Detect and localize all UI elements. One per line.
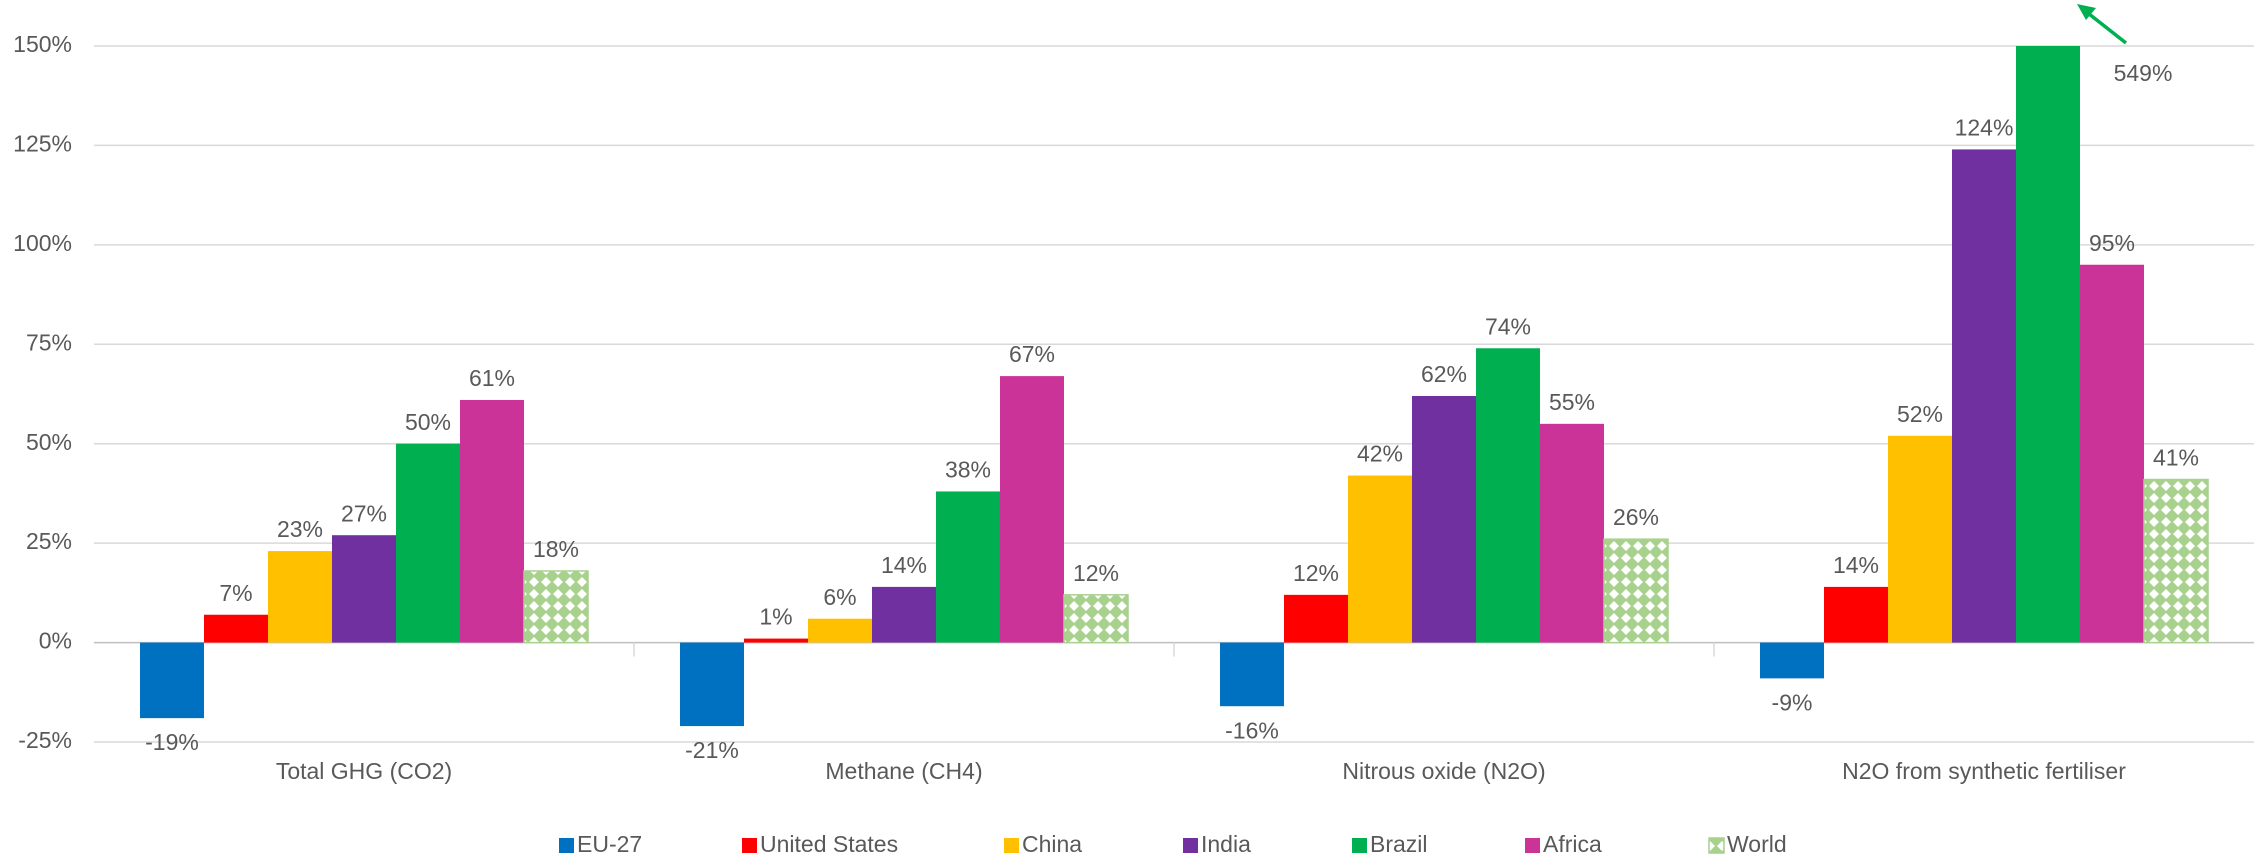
bar <box>1220 642 1284 707</box>
legend-swatch <box>559 838 574 853</box>
y-tick-label: -25% <box>18 727 72 753</box>
bar <box>680 642 744 727</box>
value-label: 1% <box>759 604 792 630</box>
value-label: -16% <box>1225 717 1279 743</box>
bar <box>396 443 460 643</box>
legend-swatch <box>1352 838 1367 853</box>
y-tick-label: 125% <box>13 131 72 157</box>
value-label: 61% <box>469 365 515 391</box>
bar <box>1348 475 1412 643</box>
x-tick-label: N2O from synthetic fertiliser <box>1842 758 2126 784</box>
value-label: 23% <box>277 516 323 542</box>
value-label: 55% <box>1549 389 1595 415</box>
x-tick-label: Nitrous oxide (N2O) <box>1342 758 1545 784</box>
legend-label: United States <box>760 831 898 857</box>
bar <box>808 618 872 643</box>
bar <box>872 586 936 643</box>
bar <box>1888 435 1952 643</box>
bar <box>1000 376 1064 643</box>
value-label: 38% <box>945 457 991 483</box>
bar <box>1063 594 1129 644</box>
bar <box>1760 642 1824 679</box>
legend-swatch <box>742 838 757 853</box>
value-label: -21% <box>685 737 739 763</box>
value-label: 27% <box>341 500 387 526</box>
bar <box>936 491 1000 643</box>
y-tick-label: 150% <box>13 31 72 57</box>
value-label: 74% <box>1485 313 1531 339</box>
value-label: 18% <box>533 536 579 562</box>
value-label: 6% <box>823 584 856 610</box>
bar <box>1952 149 2016 643</box>
legend-swatch <box>1183 838 1198 853</box>
value-label: 12% <box>1293 560 1339 586</box>
bar <box>523 570 589 644</box>
x-tick-label: Total GHG (CO2) <box>276 758 452 784</box>
bar <box>1284 594 1348 643</box>
bar <box>2080 264 2144 643</box>
value-label: 124% <box>1955 114 2014 140</box>
value-label: 95% <box>2089 230 2135 256</box>
value-label: 52% <box>1897 401 1943 427</box>
value-label: 14% <box>881 552 927 578</box>
value-label: -9% <box>1772 689 1813 715</box>
value-label: 12% <box>1073 560 1119 586</box>
bar <box>268 551 332 643</box>
y-tick-label: 0% <box>39 628 72 654</box>
legend-label: Africa <box>1543 831 1602 857</box>
value-label: 14% <box>1833 552 1879 578</box>
bar <box>1603 538 1669 644</box>
bar <box>460 399 524 643</box>
bar <box>204 614 268 643</box>
y-tick-label: 100% <box>13 230 72 256</box>
bar <box>2016 46 2080 643</box>
value-label: 62% <box>1421 361 1467 387</box>
legend-label: India <box>1201 831 1251 857</box>
legend-swatch <box>1004 838 1019 853</box>
bar <box>140 642 204 719</box>
bar <box>1476 348 1540 643</box>
value-label: 67% <box>1009 341 1055 367</box>
legend-label: EU-27 <box>577 831 642 857</box>
bar <box>1412 395 1476 643</box>
bar <box>2143 478 2209 644</box>
value-label: 41% <box>2153 445 2199 471</box>
bar <box>744 638 808 643</box>
legend-label: World <box>1727 831 1787 857</box>
legend-label: Brazil <box>1370 831 1428 857</box>
overflow-arrow <box>2082 8 2128 45</box>
value-label: 42% <box>1357 441 1403 467</box>
value-label: 549% <box>2114 60 2173 86</box>
y-tick-label: 50% <box>26 429 72 455</box>
legend-swatch <box>1525 838 1540 853</box>
value-label: 50% <box>405 409 451 435</box>
legend-label: China <box>1022 831 1082 857</box>
value-label: -19% <box>145 729 199 755</box>
y-tick-label: 25% <box>26 528 72 554</box>
y-tick-label: 75% <box>26 329 72 355</box>
value-label: 7% <box>219 580 252 606</box>
plot-area <box>140 46 2209 727</box>
bar <box>332 535 396 643</box>
bar <box>1824 586 1888 643</box>
overflow-arrowhead <box>2077 4 2096 20</box>
legend-swatch <box>1708 837 1725 854</box>
value-label: 26% <box>1613 504 1659 530</box>
x-tick-label: Methane (CH4) <box>825 758 982 784</box>
bar <box>1540 423 1604 643</box>
